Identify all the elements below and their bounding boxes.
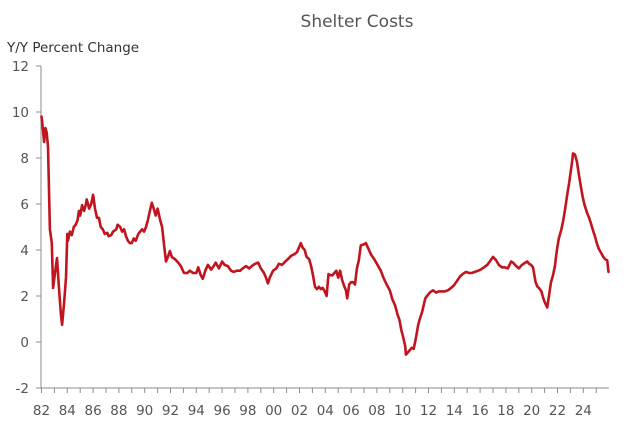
series-layer xyxy=(40,115,610,356)
y-ticks: -2 0 2 4 6 8 10 12 xyxy=(12,59,41,397)
x-tick-label: 92 xyxy=(162,403,179,419)
x-tick-label: 00 xyxy=(265,403,282,419)
x-tick-label: 16 xyxy=(472,403,489,419)
y-tick-label: 10 xyxy=(12,105,29,121)
x-tick-label: 96 xyxy=(214,403,231,419)
x-tick-label: 04 xyxy=(317,403,334,419)
x-tick-label: 06 xyxy=(343,403,360,419)
y-tick-label: 8 xyxy=(20,151,29,167)
y-tick-label: 0 xyxy=(20,335,29,351)
x-tick-label: 98 xyxy=(239,403,256,419)
x-tick-label: 20 xyxy=(523,403,540,419)
x-tick-label: 08 xyxy=(368,403,385,419)
x-tick-label: 12 xyxy=(420,403,437,419)
x-tick-label: 24 xyxy=(575,403,592,419)
x-tick-label: 84 xyxy=(59,403,76,419)
y-tick-label: 4 xyxy=(20,243,29,259)
x-tick-label: 14 xyxy=(446,403,463,419)
series-line-shelter-costs xyxy=(40,115,610,356)
y-tick-label: 2 xyxy=(20,289,29,305)
x-ticks: 82 84 86 88 90 92 94 96 98 00 02 04 06 08 10 12 14 16 18 20… xyxy=(33,388,597,419)
x-tick-label: 10 xyxy=(394,403,411,419)
x-tick-label: 22 xyxy=(549,403,566,419)
x-tick-label: 88 xyxy=(110,403,127,419)
x-tick-label: 86 xyxy=(85,403,102,419)
y-tick-label: 12 xyxy=(12,59,29,75)
x-tick-label: 94 xyxy=(188,403,205,419)
x-tick-label: 02 xyxy=(291,403,308,419)
y-tick-label: -2 xyxy=(16,381,29,397)
chart-title: Shelter Costs xyxy=(301,12,414,32)
y-axis-label: Y/Y Percent Change xyxy=(6,40,139,56)
y-tick-label: 6 xyxy=(20,197,29,213)
x-tick-label: 18 xyxy=(497,403,514,419)
x-tick-label: 82 xyxy=(33,403,50,419)
x-tick-label: 90 xyxy=(136,403,153,419)
